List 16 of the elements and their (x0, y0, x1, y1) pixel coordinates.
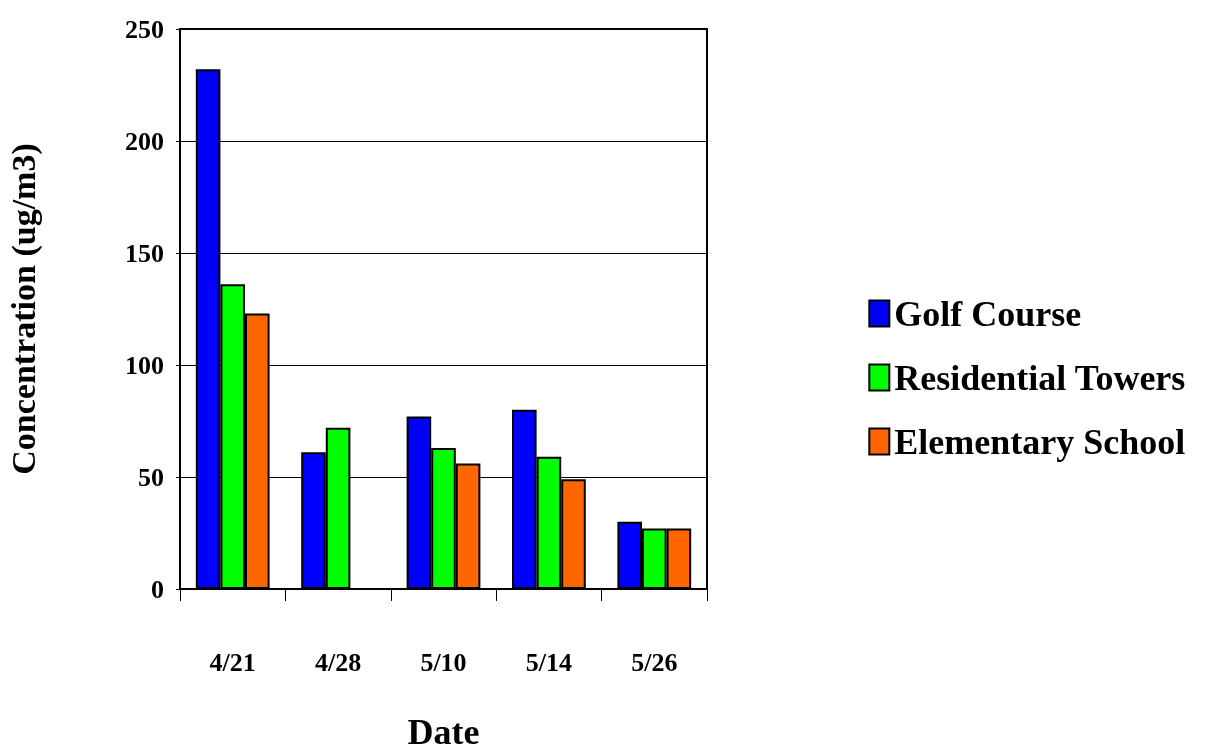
y-tick-label: 50 (138, 462, 164, 492)
legend-label: Elementary School (894, 421, 1186, 462)
x-tick-label: 5/14 (525, 647, 573, 677)
y-tick-label: 0 (151, 574, 164, 604)
x-axis-title: Date (407, 712, 480, 752)
y-tick-label: 250 (125, 14, 164, 44)
y-axis-title: Concentration (ug/m3) (4, 143, 43, 475)
x-tick-label: 5/10 (420, 647, 467, 677)
y-tick-label: 150 (125, 238, 164, 268)
y-tick-label: 200 (125, 126, 164, 156)
x-tick-label: 4/21 (209, 647, 256, 677)
legend-label: Golf Course (894, 293, 1082, 334)
legend-label: Residential Towers (894, 357, 1186, 398)
y-tick-label: 100 (125, 350, 164, 380)
x-tick-label: 5/26 (631, 647, 678, 677)
x-tick-label: 4/28 (314, 647, 362, 677)
